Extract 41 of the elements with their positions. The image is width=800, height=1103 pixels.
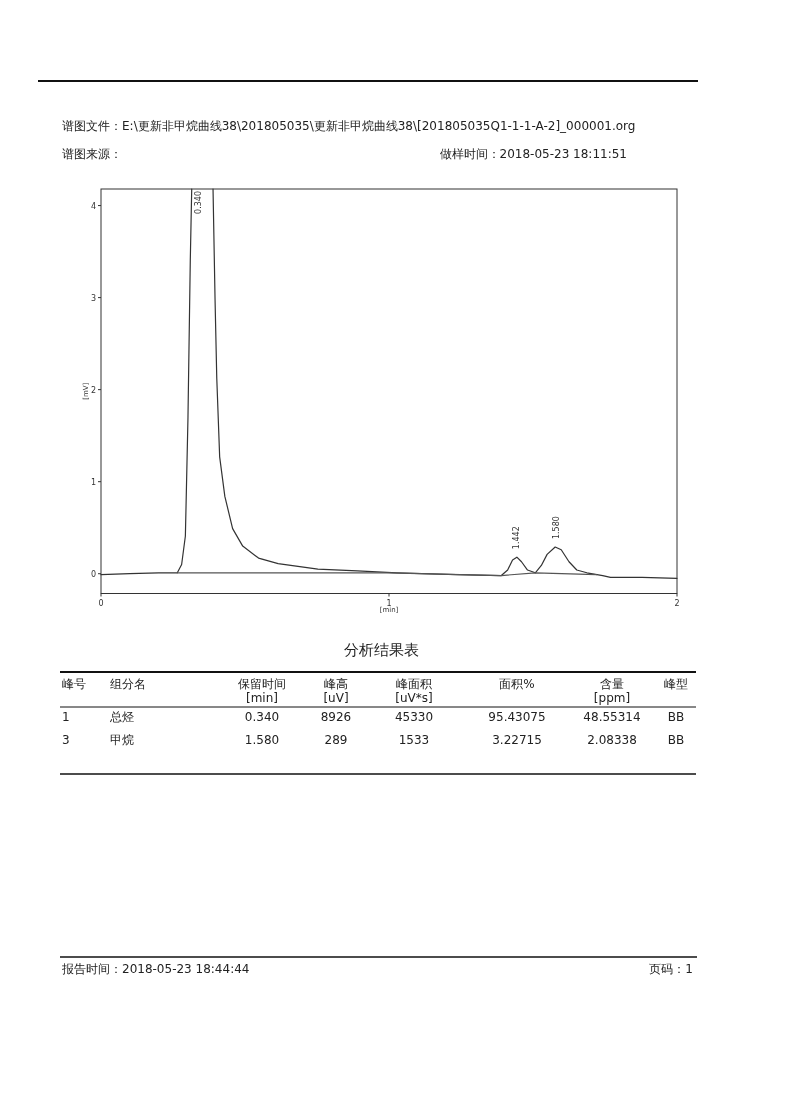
text: 做样时间：2018-05-23 18:11:51: [439, 147, 627, 161]
text: 分析结果表: [343, 641, 419, 659]
y-tick-label: 4: [90, 201, 96, 211]
text: 谱图来源：: [62, 147, 122, 161]
text: 289: [324, 733, 348, 747]
annotation: 1.580: [551, 516, 561, 540]
category-label: 面积%: [499, 677, 535, 691]
text: 页码：1: [649, 962, 693, 976]
text: 1533: [398, 733, 430, 747]
text: 1.580: [244, 733, 280, 747]
text: 0.340: [244, 710, 280, 724]
text: 2.08338: [587, 733, 637, 747]
category-label: 峰型: [664, 677, 688, 691]
annotation: 0.340: [194, 191, 204, 214]
x-tick-label: 1: [386, 598, 392, 608]
text: 甲烷: [110, 733, 134, 747]
category-label: 保留时间 [min]: [238, 677, 286, 705]
category-label: 峰高 [uV]: [323, 677, 349, 705]
text: 报告时间：2018-05-23 18:44:44: [61, 962, 250, 976]
x-tick-label: 2: [674, 598, 680, 608]
category-label: 组分名: [110, 677, 146, 691]
text: 45330: [394, 710, 434, 724]
y-tick-label: 3: [90, 293, 96, 303]
category-label: 峰号: [62, 677, 86, 691]
category-label: 峰面积 [uV*s]: [395, 677, 433, 705]
y-tick-label: 1: [90, 477, 96, 487]
text: 3.22715: [492, 733, 542, 747]
text: 1: [62, 710, 70, 724]
text: 3: [62, 733, 70, 747]
text: BB: [667, 733, 685, 747]
y-tick-label: 2: [90, 385, 96, 395]
text: 谱图文件：E:\更新非甲烷曲线38\201805035\更新非甲烷曲线38\[201805035Q1-1-1-A-2]_000001.org: [62, 119, 636, 133]
text: BB: [667, 710, 685, 724]
text: 总烃: [109, 710, 134, 724]
text: 95.43075: [488, 710, 546, 724]
y-tick-label: 0: [90, 569, 96, 579]
x-tick-label: 0: [98, 598, 104, 608]
text: 48.55314: [583, 710, 641, 724]
text: 8926: [320, 710, 352, 724]
annotation: 1.442: [511, 526, 521, 550]
category-label: 含量 [ppm]: [593, 677, 631, 705]
